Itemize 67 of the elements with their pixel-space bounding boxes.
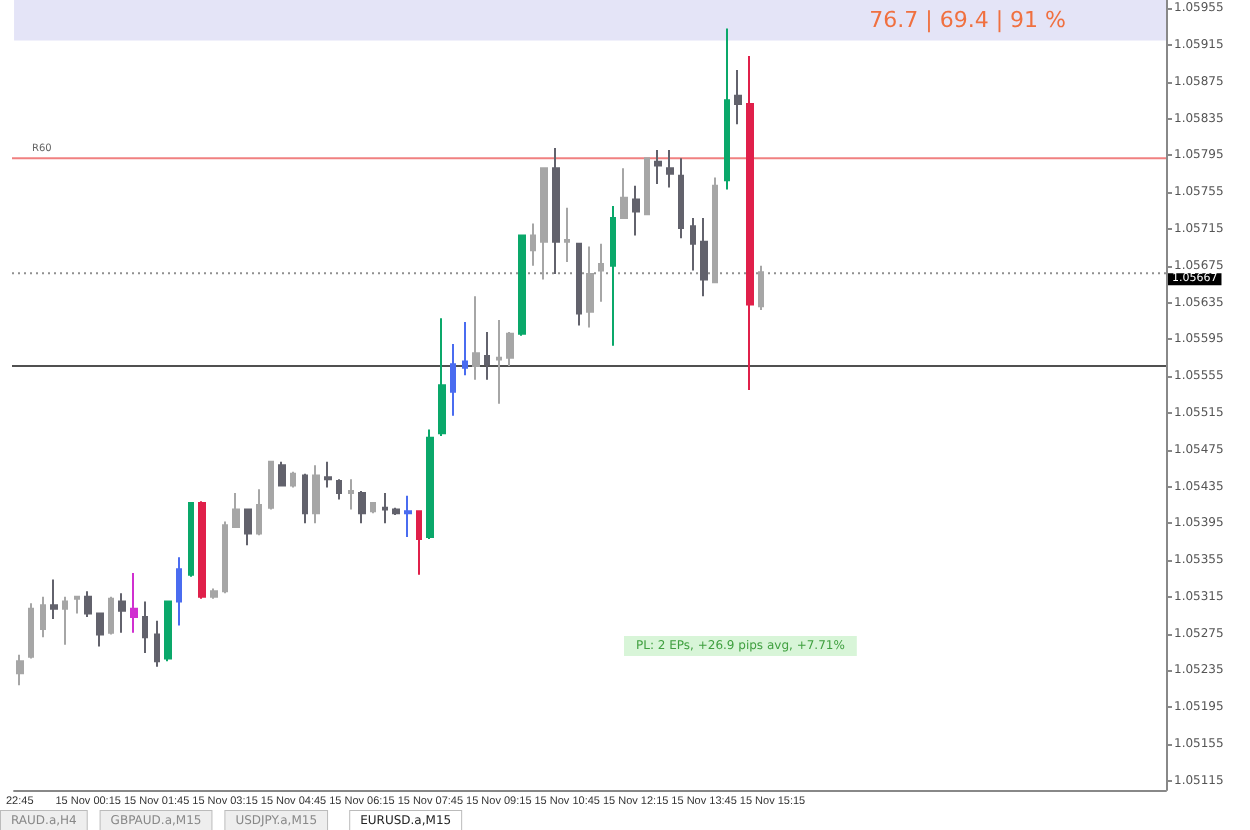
candlestick xyxy=(302,472,308,525)
candlestick xyxy=(620,167,628,219)
candlestick xyxy=(382,491,388,525)
candlestick xyxy=(28,602,34,660)
candlestick xyxy=(576,242,582,327)
candlestick xyxy=(518,234,526,337)
candlestick xyxy=(404,494,412,539)
candlestick xyxy=(210,587,218,600)
candlestick xyxy=(416,510,422,576)
candlestick xyxy=(256,488,262,537)
candlestick xyxy=(232,491,240,528)
candlestick xyxy=(130,571,138,634)
candlestick xyxy=(74,595,80,615)
candlestick xyxy=(164,600,172,663)
candlestick xyxy=(426,428,434,540)
candlestick xyxy=(610,205,616,347)
candlestick xyxy=(496,319,502,405)
candlestick xyxy=(222,520,228,595)
band-label: 76.7 | 69.4 | 91 % xyxy=(869,7,1066,34)
candlestick xyxy=(530,222,536,267)
candlestick xyxy=(506,331,514,368)
candlestick xyxy=(586,245,594,329)
candlestick xyxy=(312,464,320,525)
candlestick xyxy=(40,595,46,639)
candlestick xyxy=(712,176,718,284)
candlestick xyxy=(154,619,160,668)
candlestick xyxy=(118,592,126,634)
candlestick xyxy=(290,470,296,489)
candlestick xyxy=(690,216,696,272)
candlestick xyxy=(244,508,252,547)
candlestick xyxy=(278,460,286,487)
candlestick xyxy=(142,600,148,654)
candlestick xyxy=(108,595,114,636)
candlestick xyxy=(96,612,104,648)
candlestick xyxy=(472,295,480,381)
candlestick xyxy=(746,55,754,391)
candlestick xyxy=(724,27,730,191)
candlestick xyxy=(84,590,92,619)
candlestick xyxy=(700,216,708,298)
candlestick xyxy=(632,184,640,237)
candlestick xyxy=(62,595,68,646)
candlestick xyxy=(324,460,332,489)
candlestick xyxy=(564,206,570,264)
candlestick xyxy=(450,342,456,417)
candlestick xyxy=(392,506,400,517)
candlestick xyxy=(598,242,604,303)
candlestick xyxy=(268,460,274,511)
candlestick xyxy=(540,167,548,281)
candlestick xyxy=(654,148,662,185)
candlestick xyxy=(176,556,182,627)
candlestick xyxy=(50,578,58,620)
candlestick xyxy=(758,264,764,311)
candlestick xyxy=(462,320,468,377)
candlestick xyxy=(438,317,446,437)
candlestick xyxy=(484,331,490,381)
candlestick xyxy=(16,653,24,687)
candlestick xyxy=(336,478,342,501)
candlestick xyxy=(678,157,684,240)
candlestick xyxy=(644,157,650,216)
candlestick xyxy=(734,68,742,126)
candlestick xyxy=(552,147,560,276)
candlestick xyxy=(348,478,354,511)
candlestick xyxy=(370,502,376,515)
candlestick xyxy=(358,490,366,525)
candlestick xyxy=(666,148,674,189)
candlestick xyxy=(188,502,194,578)
candlestick xyxy=(198,500,206,600)
